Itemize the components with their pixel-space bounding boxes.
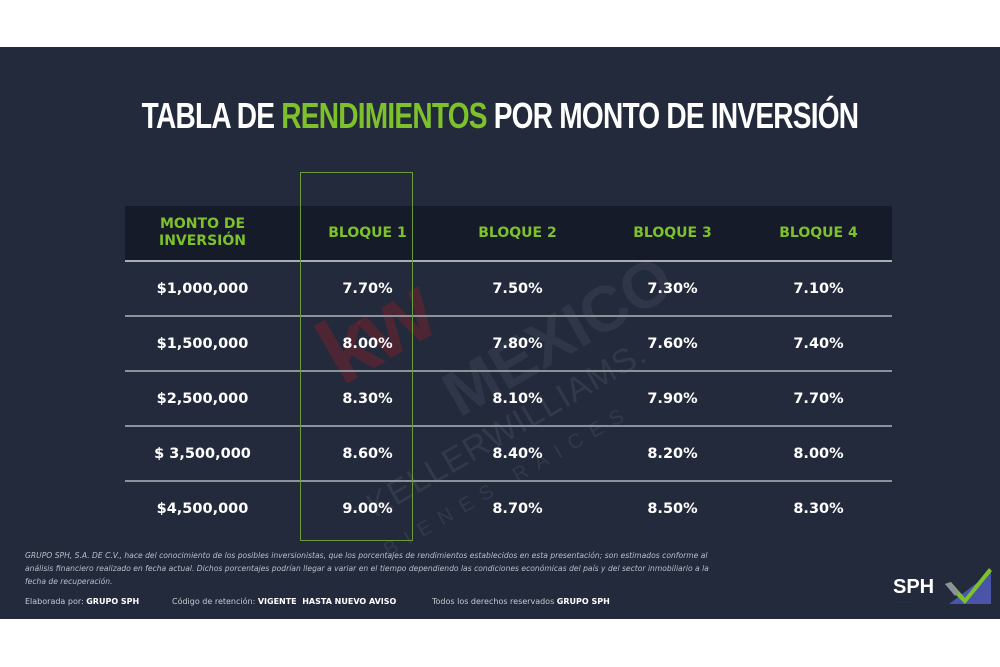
cell-bloque-4: 7.10% [793,280,844,297]
footer-elaborada-label: Elaborada por: [25,597,87,606]
cell-bloque-4: 8.00% [793,445,844,462]
cell-bloque-3: 8.50% [647,500,698,517]
header-monto: MONTO DE INVERSIÓN [125,216,280,250]
title-accent: RENDIMIENTOS [281,95,487,136]
cell-bloque-1: 7.70% [342,280,393,297]
cell-bloque-4: 8.30% [793,500,844,517]
table-row: $1,500,000 8.00% 7.80% 7.60% 7.40% [125,317,892,372]
header-bloque-2: BLOQUE 2 [478,224,557,241]
footer-elaborada: Elaborada por: GRUPO SPH [25,597,139,606]
footer-derechos-label: Todos los derechos reservados [432,597,557,606]
cell-bloque-2: 8.10% [492,390,543,407]
cell-monto: $ 3,500,000 [154,445,251,462]
table-row: $4,500,000 9.00% 8.70% 8.50% 8.30% [125,482,892,535]
table-row: $2,500,000 8.30% 8.10% 7.90% 7.70% [125,372,892,427]
cell-bloque-1: 8.30% [342,390,393,407]
cell-monto: $1,000,000 [156,280,249,297]
logo-subtitle: ·········· [894,600,914,604]
footer-codigo-label: Código de retención: [172,597,258,606]
disclaimer-text: GRUPO SPH, S.A. DE C.V., hace del conoci… [25,551,709,586]
cell-bloque-2: 8.70% [492,500,543,517]
header-bloque-4: BLOQUE 4 [779,224,858,241]
cell-bloque-3: 8.20% [647,445,698,462]
header-monto-line2: INVERSIÓN [158,233,246,249]
logo-text: SPH [893,576,935,598]
footer-elaborada-value: GRUPO SPH [86,597,140,606]
checkmark-icon [945,568,992,604]
cell-bloque-3: 7.90% [647,390,698,407]
cell-monto: $1,500,000 [156,335,249,352]
cell-bloque-2: 7.80% [492,335,543,352]
cell-monto: $2,500,000 [156,390,249,407]
header-monto-line1: MONTO DE [159,216,246,232]
header-bloque-1: BLOQUE 1 [328,224,407,241]
table-header: MONTO DE INVERSIÓN BLOQUE 1 BLOQUE 2 BLO… [125,206,892,262]
cell-bloque-1: 9.00% [342,500,393,517]
footer-codigo: Código de retención: VIGENTE HASTA NUEVO… [172,597,396,606]
cell-bloque-3: 7.30% [647,280,698,297]
cell-bloque-2: 8.40% [492,445,543,462]
table-row: $ 3,500,000 8.60% 8.40% 8.20% 8.00% [125,427,892,482]
footer-derechos-value: GRUPO SPH [556,597,610,606]
page-title: TABLA DE RENDIMIENTOS POR MONTO DE INVER… [110,93,890,139]
cell-bloque-4: 7.70% [793,390,844,407]
sph-logo: SPH ·········· [893,566,993,606]
cell-bloque-2: 7.50% [492,280,543,297]
cell-bloque-1: 8.60% [342,445,393,462]
table-row: $1,000,000 7.70% 7.50% 7.30% 7.10% [125,262,892,317]
slide: kw MEXICO KELLERWILLIAMS. BIENES RAICES … [0,47,1000,619]
returns-table: MONTO DE INVERSIÓN BLOQUE 1 BLOQUE 2 BLO… [125,206,892,535]
title-part1: TABLA DE [141,95,282,136]
footer-derechos: Todos los derechos reservados GRUPO SPH [432,597,610,606]
cell-bloque-4: 7.40% [793,335,844,352]
cell-bloque-3: 7.60% [647,335,698,352]
cell-bloque-1: 8.00% [342,335,393,352]
title-part2: POR MONTO DE INVERSIÓN [486,95,859,136]
cell-monto: $4,500,000 [156,500,249,517]
footer-codigo-value: VIGENTE HASTA NUEVO AVISO [257,597,397,606]
header-bloque-3: BLOQUE 3 [633,224,712,241]
